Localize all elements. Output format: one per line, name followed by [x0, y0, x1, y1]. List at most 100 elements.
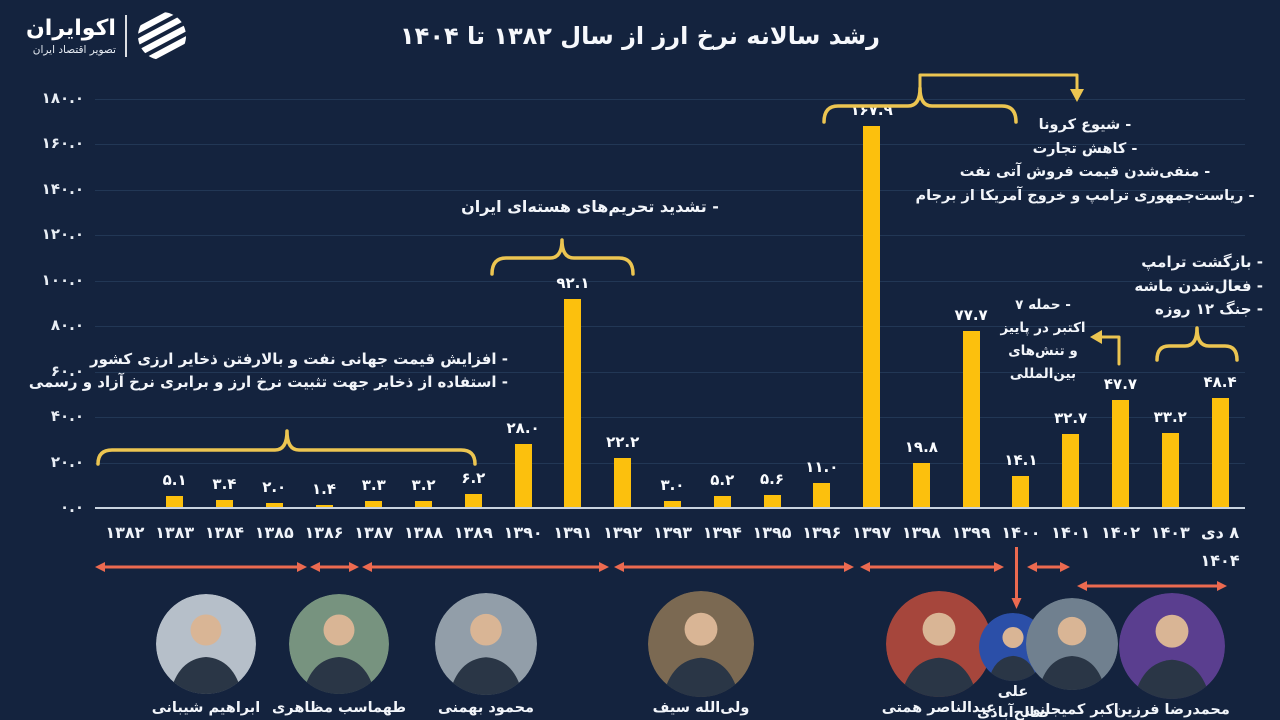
bar-value-label: ۶.۲ — [461, 468, 486, 487]
annotation-covid: - شیوع کرونا - کاهش تجارت - منفی‌شدن قیم… — [905, 114, 1265, 208]
annotation-line: - فعال‌شدن ماشه — [1134, 276, 1263, 295]
annotation-line: - افزایش قیمت جهانی نفت و بالارفتن ذخایر… — [90, 350, 508, 368]
annotation-line: - جنگ ۱۲ روزه — [1155, 300, 1263, 318]
bar-۱۴۰۰ — [1012, 475, 1030, 508]
person-name-line: طهماسب مظاهری — [272, 700, 406, 716]
x-axis-label: ۱۳۹۰ — [503, 523, 543, 542]
bar-۱۳۹۹ — [962, 331, 980, 508]
x-axis-label: ۱۳۸۴ — [204, 523, 244, 542]
bar-۱۳۸۵ — [265, 503, 283, 508]
person-silhouette-icon — [156, 594, 256, 694]
person-name: طهماسب مظاهری — [264, 698, 414, 719]
x-axis-label: ۱۳۹۹ — [951, 523, 991, 542]
brand-name: اکوایران — [26, 15, 116, 41]
x-axis-label: ۸ دی — [1200, 523, 1240, 542]
bar-۱۳۹۳ — [663, 501, 681, 508]
person-avatar — [886, 591, 992, 697]
y-axis-tick-label: ۱۸۰.۰ — [41, 89, 84, 107]
annotation-line: - حمله ۷ — [1015, 297, 1071, 313]
x-axis-label: ۱۳۸۵ — [254, 523, 294, 542]
bar-value-label: ۳.۳ — [361, 475, 386, 494]
person-name: محمود بهمنی — [411, 698, 561, 719]
x-axis-label: ۱۳۹۸ — [901, 523, 941, 542]
bar-value-label: ۳.۲ — [411, 475, 436, 494]
x-axis-label: ۱۳۸۶ — [304, 523, 344, 542]
y-axis-tick-label: ۰.۰ — [59, 498, 84, 516]
bar-۱۳۸۴ — [215, 500, 233, 508]
person-silhouette-icon — [435, 593, 537, 695]
x-axis-label: ۱۳۹۲ — [603, 523, 643, 542]
person-avatar — [156, 594, 256, 694]
person-name-line: محمدرضا فرزین — [1114, 702, 1230, 718]
bar-value-label: ۱۶۷.۹ — [850, 101, 893, 120]
bar-value-label: ۱۴.۱ — [1004, 450, 1038, 469]
person-silhouette-icon — [289, 594, 389, 694]
annotation-line: و تنش‌های — [1008, 343, 1078, 359]
bar-value-label: ۴۷.۷ — [1103, 374, 1138, 393]
y-axis-tick-label: ۱۰۰.۰ — [41, 270, 84, 289]
bar-value-label: ۳.۴ — [212, 475, 237, 494]
person-silhouette-icon — [1026, 598, 1118, 690]
x-axis-label: ۱۳۹۵ — [752, 523, 792, 542]
gridline — [95, 371, 1245, 373]
bar-۱۳۹۸ — [912, 463, 930, 508]
person-avatar — [648, 591, 754, 697]
gridline — [95, 326, 1245, 328]
x-axis-label: ۱۴۰۳ — [1150, 523, 1190, 542]
bar-value-label: ۲۸.۰ — [506, 419, 540, 438]
bar-۱۳۸۷ — [365, 500, 383, 508]
annotation-line: - ریاست‌جمهوری ترامپ و خروج آمریکا از بر… — [915, 187, 1255, 204]
gridline — [95, 189, 1245, 191]
person-avatar — [1119, 593, 1225, 699]
logo-divider — [124, 15, 127, 57]
x-axis-label: ۱۳۹۶ — [802, 523, 842, 542]
bar-۱۳۸۶ — [315, 504, 333, 508]
bar-۱۳۹۵ — [763, 495, 781, 508]
person-name-line: ابراهیم شیبانی — [151, 700, 261, 716]
person-name-line: اکبر کمیجانی — [1025, 702, 1119, 718]
x-axis-label: ۱۳۹۳ — [652, 523, 692, 542]
bar-value-label: ۷۷.۷ — [954, 306, 988, 325]
annotation-line: - منفی‌شدن قیمت فروش آتی نفت — [959, 164, 1211, 180]
bar-value-label: ۲.۰ — [262, 478, 287, 497]
person-silhouette-icon — [1119, 593, 1225, 699]
person-name: ابراهیم شیبانی — [131, 698, 281, 719]
bar-value-label: ۳۳.۲ — [1153, 407, 1187, 426]
person-name-line: عبدالناصر همتی — [881, 700, 997, 716]
y-axis-tick-label: ۱۲۰.۰ — [41, 225, 84, 244]
ecoiran-logo-icon — [137, 12, 186, 60]
person-name: اکبر کمیجانی — [997, 700, 1147, 720]
x-axis-label: ۱۴۰۰ — [1001, 523, 1041, 542]
y-axis-tick-label: ۲۰.۰ — [50, 452, 84, 471]
x-axis-line — [95, 507, 1245, 509]
x-axis-label: ۱۳۹۷ — [852, 523, 892, 542]
x-axis-label: ۱۴۰۲ — [1100, 523, 1141, 542]
gridline — [95, 280, 1245, 282]
y-axis-tick-label: ۱۴۰.۰ — [41, 179, 84, 198]
x-axis-label: ۱۳۸۹ — [453, 523, 493, 542]
brand-logo: اکوایران تصویر اقتصاد ایران — [26, 8, 188, 64]
brand-tagline: تصویر اقتصاد ایران — [32, 43, 116, 56]
bar-value-label: ۵.۶ — [760, 470, 785, 489]
annotation-nuclear-sanctions: - تشدید تحریم‌های هسته‌ای ایران — [461, 197, 719, 216]
bar-value-label: ۹۲.۱ — [556, 273, 590, 292]
bar-۱۴۰۳ — [1161, 432, 1179, 508]
bar-value-label: ۱۱.۰ — [805, 458, 839, 476]
bar-۱۳۸۹ — [464, 493, 482, 508]
bar-value-label: ۴۸.۴ — [1203, 373, 1237, 392]
annotation-line: - شیوع کرونا — [1038, 117, 1132, 133]
bar-value-label: ۱.۴ — [311, 479, 336, 498]
y-axis-tick-label: ۱۶۰.۰ — [41, 134, 84, 153]
annotation-line: اکتبر در پاییز — [1000, 320, 1086, 336]
person-name-line: صالح‌آبادی — [977, 705, 1049, 720]
y-axis-tick-label: ۴۰.۰ — [50, 407, 84, 426]
annotation-trump-return: - بازگشت ترامپ - فعال‌شدن ماشه - جنگ ۱۲ … — [1017, 251, 1263, 322]
annotation-line: بین‌المللی — [1009, 366, 1077, 382]
bar-۱۳۹۱ — [564, 298, 582, 508]
bar-value-label: ۵.۱ — [162, 471, 187, 490]
bar-۱۳۹۴ — [713, 496, 731, 508]
bar-value-label: ۳.۰ — [660, 476, 685, 495]
